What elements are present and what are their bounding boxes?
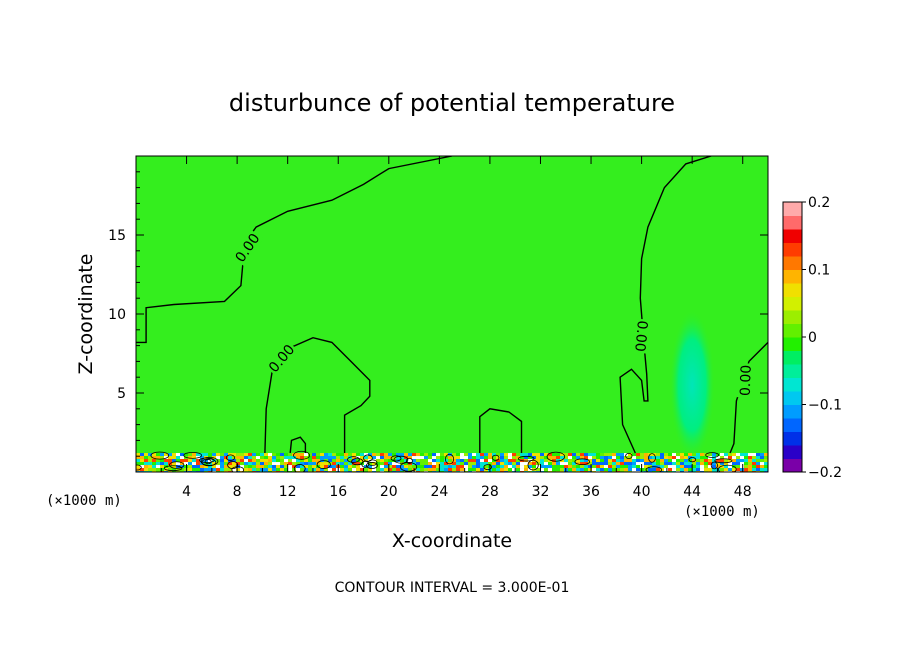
colorbar-swatch <box>783 431 802 446</box>
x-tick-label: 8 <box>233 484 242 500</box>
x-tick-label: 28 <box>481 484 499 500</box>
colorbar-swatch <box>783 350 802 365</box>
x-tick-label: 16 <box>329 484 347 500</box>
x-tick-label: 20 <box>380 484 398 500</box>
y-tick-label: 5 <box>117 386 126 402</box>
colorbar-swatch <box>783 458 802 473</box>
zero-contour-small-bump <box>479 408 523 453</box>
zero-contour-tiny-ring <box>289 436 307 454</box>
x-tick-label: 40 <box>633 484 651 500</box>
colorbar-swatch <box>783 202 802 216</box>
colorbar-swatch <box>783 391 802 405</box>
x-tick-label: 4 <box>182 484 191 500</box>
x-tick-label: 32 <box>532 484 550 500</box>
colorbar-swatch <box>783 377 802 392</box>
x-unit-left: (×1000 m) <box>46 493 122 509</box>
colorbar-swatch <box>783 242 802 257</box>
colorbar-swatch <box>783 404 802 419</box>
colorbar-swatch <box>783 337 802 351</box>
colorbar-swatch <box>783 256 802 270</box>
colorbar: 0.2 0.1 0 −0.1 −0.2 <box>782 195 842 481</box>
colorbar-swatch <box>783 310 802 324</box>
colorbar-tick-label: 0.1 <box>808 263 830 279</box>
x-tick-label: 12 <box>279 484 297 500</box>
contour-label: 0.00 <box>738 365 755 397</box>
colorbar-swatch <box>783 418 802 432</box>
zero-contour-right-edge <box>729 341 768 454</box>
colorbar-swatch <box>783 269 802 284</box>
field-background <box>136 156 768 472</box>
colorbar-swatch <box>783 364 802 378</box>
y-tick-label: 10 <box>108 307 126 323</box>
colorbar-swatch <box>783 445 802 459</box>
colorbar-swatch <box>783 215 802 230</box>
colorbar-tick-label: 0 <box>808 330 817 346</box>
contour-interval-footer: CONTOUR INTERVAL = 3.000E-01 <box>335 580 570 596</box>
surface-layer-band <box>136 450 768 472</box>
x-unit-right: (×1000 m) <box>684 504 760 520</box>
x-tick-label: 48 <box>734 484 752 500</box>
colorbar-tick-label: −0.1 <box>808 398 842 414</box>
colorbar-tick-label: −0.2 <box>808 465 842 481</box>
zero-contour-mid-bump <box>264 336 371 454</box>
colorbar-swatch <box>783 323 802 338</box>
y-axis-label: Z-coordinate <box>75 254 97 375</box>
zero-contour-right-tower <box>619 156 712 454</box>
chart-title: disturbunce of potential temperature <box>229 89 675 117</box>
colorbar-swatch <box>783 296 802 311</box>
x-axis-label: X-coordinate <box>392 530 512 552</box>
y-tick-label: 15 <box>108 228 126 244</box>
colorbar-swatch <box>783 229 802 243</box>
colorbar-tick-label: 0.2 <box>808 195 830 211</box>
x-tick-label: 44 <box>683 484 701 500</box>
contour-label: 0.00 <box>631 320 650 352</box>
weak-negative-plume <box>669 309 715 461</box>
plot-area: 0.000.000.000.00 <box>135 155 769 473</box>
x-tick-label: 36 <box>582 484 600 500</box>
colorbar-swatch <box>783 283 802 297</box>
x-tick-label: 24 <box>430 484 448 500</box>
